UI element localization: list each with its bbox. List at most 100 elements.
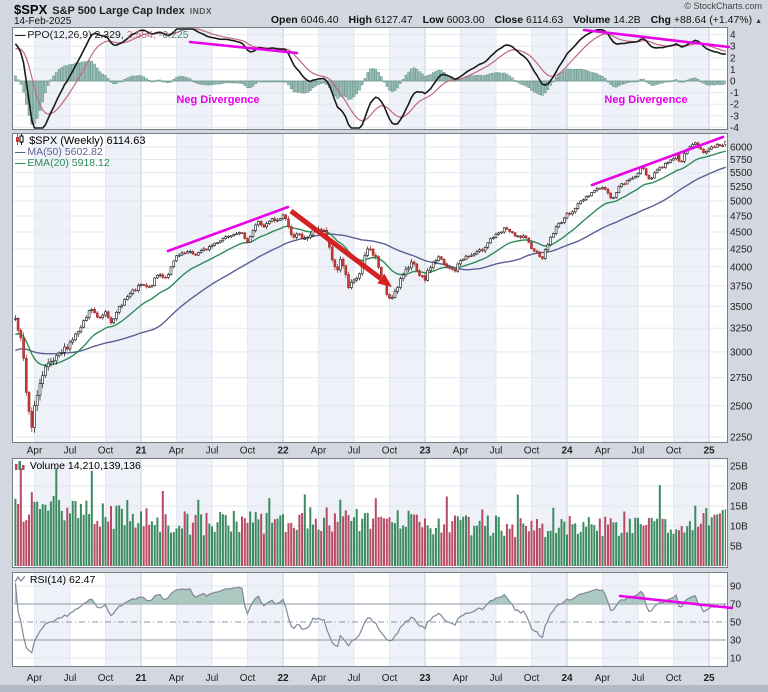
- svg-text:2750: 2750: [730, 373, 753, 384]
- main-panel: [12, 133, 728, 443]
- candlestick-icon: [15, 134, 24, 148]
- trendline-annotation: [188, 40, 299, 55]
- svg-text:Apr: Apr: [595, 446, 611, 457]
- svg-text:3500: 3500: [730, 302, 753, 313]
- rsi-legend-text: RSI(14) 62.47: [29, 574, 96, 586]
- ppo-legend-main: PPO(12,26,9) 2.329,: [27, 29, 124, 41]
- svg-text:30: 30: [730, 636, 742, 647]
- svg-text:4250: 4250: [730, 244, 753, 255]
- svg-text:90: 90: [730, 582, 742, 593]
- svg-text:15B: 15B: [730, 502, 748, 513]
- rsi-panel-border: [12, 572, 728, 667]
- neg-divergence-annotation: Neg Divergence: [604, 94, 687, 106]
- footer-strip: [0, 685, 768, 692]
- high-label: High: [348, 14, 372, 26]
- svg-text:Jul: Jul: [348, 446, 361, 457]
- symbol-label: $SPX: [14, 2, 48, 17]
- svg-text:Jul: Jul: [490, 673, 503, 684]
- svg-text:Oct: Oct: [240, 446, 256, 457]
- svg-text:25: 25: [703, 446, 715, 457]
- svg-text:Oct: Oct: [98, 446, 114, 457]
- ppo-series: [14, 28, 726, 129]
- chart-date: 14-Feb-2025: [14, 16, 72, 27]
- svg-text:Oct: Oct: [382, 446, 398, 457]
- trendline-annotation: [590, 135, 725, 187]
- chg-label: Chg: [650, 14, 671, 26]
- svg-text:Jul: Jul: [206, 446, 219, 457]
- svg-text:Jul: Jul: [348, 673, 361, 684]
- svg-text:-2: -2: [730, 100, 739, 111]
- svg-text:10: 10: [730, 654, 742, 665]
- ppo-legend-hist: -0.225: [158, 29, 189, 41]
- ppo-line-icon: —: [15, 29, 25, 41]
- svg-text:5000: 5000: [730, 196, 753, 207]
- svg-text:22: 22: [277, 446, 289, 457]
- ppo-panel-border: [12, 27, 728, 130]
- close-label: Close: [494, 14, 524, 26]
- svg-text:10B: 10B: [730, 522, 748, 533]
- svg-text:22: 22: [277, 673, 289, 684]
- rsi-line-icon: [14, 575, 26, 587]
- header: $SPX S&P 500 Large Cap Index INDX: [14, 2, 212, 17]
- svg-text:3: 3: [730, 42, 736, 53]
- quote-strip: Open 6046.40 High 6127.47 Low 6003.00 Cl…: [264, 14, 762, 26]
- vol-panel-border: [12, 458, 728, 568]
- svg-text:20B: 20B: [730, 482, 748, 493]
- svg-text:23: 23: [419, 673, 431, 684]
- ema20-line: [15, 150, 726, 366]
- svg-text:25: 25: [703, 673, 715, 684]
- close-value: 6114.63: [526, 14, 564, 26]
- svg-text:4500: 4500: [730, 228, 753, 239]
- open-value: 6046.40: [300, 14, 339, 26]
- y-axis-labels: 43210-1-2-3-4600057505500525050004750450…: [730, 30, 753, 664]
- svg-text:Apr: Apr: [27, 673, 43, 684]
- ma50-label: MA(50) 5602.82: [27, 146, 103, 158]
- ppo-legend-signal: 2.554,: [126, 29, 156, 41]
- svg-text:Apr: Apr: [595, 673, 611, 684]
- low-label: Low: [422, 14, 444, 26]
- svg-text:Apr: Apr: [311, 673, 327, 684]
- svg-text:24: 24: [561, 446, 573, 457]
- volume-label: Volume: [573, 14, 611, 26]
- rsi-legend: RSI(14) 62.47: [14, 574, 96, 587]
- svg-text:3250: 3250: [730, 324, 753, 335]
- svg-text:Apr: Apr: [453, 446, 469, 457]
- down-arrow-head: [377, 273, 392, 287]
- trendline-annotation: [166, 205, 290, 253]
- svg-text:Oct: Oct: [240, 673, 256, 684]
- ema20-label: EMA(20) 5918.12: [27, 157, 110, 169]
- volume-legend-text: Volume 14,210,139,136: [29, 460, 141, 472]
- main-panel-border: [12, 133, 728, 443]
- svg-text:2: 2: [730, 53, 736, 64]
- volume-bars-icon: [15, 460, 25, 473]
- svg-text:2250: 2250: [730, 433, 753, 444]
- svg-text:Jul: Jul: [632, 446, 645, 457]
- svg-text:Apr: Apr: [27, 446, 43, 457]
- svg-text:1: 1: [730, 65, 736, 76]
- svg-text:Jul: Jul: [632, 673, 645, 684]
- ppo-panel: [12, 27, 728, 130]
- vol-panel: [12, 458, 728, 568]
- svg-text:23: 23: [419, 446, 431, 457]
- svg-text:Jul: Jul: [490, 446, 503, 457]
- x-axis-labels: Apr Jul Oct 21 Apr Jul Oct 22 Apr Jul Oct 23 Apr Jul O…: [27, 446, 715, 685]
- svg-text:70: 70: [730, 600, 742, 611]
- svg-text:6000: 6000: [730, 143, 753, 154]
- svg-text:2500: 2500: [730, 401, 753, 412]
- svg-text:Apr: Apr: [169, 673, 185, 684]
- svg-text:5B: 5B: [730, 542, 743, 553]
- svg-text:4000: 4000: [730, 262, 753, 273]
- svg-text:Oct: Oct: [666, 673, 682, 684]
- ema20-legend: — EMA(20) 5918.12: [15, 157, 110, 169]
- svg-text:50: 50: [730, 618, 742, 629]
- neg-divergence-annotation: Neg Divergence: [176, 94, 259, 106]
- svg-text:24: 24: [561, 673, 573, 684]
- svg-text:Apr: Apr: [311, 446, 327, 457]
- svg-text:Apr: Apr: [453, 673, 469, 684]
- high-value: 6127.47: [374, 14, 413, 26]
- chg-up-arrow-icon: ▲: [755, 18, 762, 25]
- svg-text:-4: -4: [730, 123, 739, 134]
- svg-text:3750: 3750: [730, 281, 753, 292]
